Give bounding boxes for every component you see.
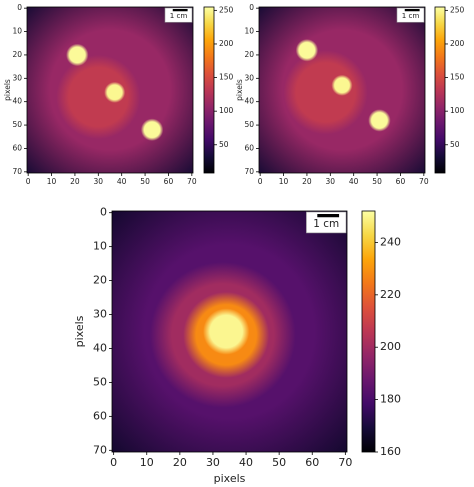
colorbar-tick-label: 180 xyxy=(380,393,401,406)
colorbar-tick-label: 250 xyxy=(219,5,234,14)
colorbar-tick-label: 150 xyxy=(219,73,234,82)
x-tick-label: 20 xyxy=(70,177,80,186)
axes-frame xyxy=(258,6,426,174)
x-tick-label: 60 xyxy=(164,177,174,186)
x-tick-label: 70 xyxy=(419,177,429,186)
y-tick-label: 10 xyxy=(12,27,22,36)
scale-bar-label: 1 cm xyxy=(402,11,420,20)
colorbar-tick-label: 100 xyxy=(450,106,465,115)
colorbar-tick-label: 200 xyxy=(450,39,465,48)
y-axis-label: pixels xyxy=(73,315,86,347)
x-tick-label: 50 xyxy=(272,456,286,469)
spot xyxy=(104,81,126,103)
colorbar xyxy=(361,210,376,453)
y-tick-label: 40 xyxy=(244,97,254,106)
y-tick-label: 10 xyxy=(244,27,254,36)
x-tick-label: 50 xyxy=(372,177,382,186)
colorbar-tick-label: 250 xyxy=(450,5,465,14)
x-tick-label: 10 xyxy=(47,177,57,186)
y-tick-label: 20 xyxy=(244,50,254,59)
colorbar-tick-label: 240 xyxy=(380,235,401,248)
x-tick-label: 0 xyxy=(26,177,31,186)
y-tick-label: 50 xyxy=(93,375,107,388)
y-tick-label: 70 xyxy=(244,167,254,176)
x-tick-label: 60 xyxy=(396,177,406,186)
x-tick-label: 20 xyxy=(302,177,312,186)
x-tick-label: 30 xyxy=(94,177,104,186)
x-tick-label: 60 xyxy=(305,456,319,469)
y-tick-label: 50 xyxy=(12,120,22,129)
y-axis-label: pixels xyxy=(3,79,12,101)
x-axis-label: pixels xyxy=(214,472,246,485)
spot xyxy=(140,118,164,141)
x-tick-label: 20 xyxy=(173,456,187,469)
colorbar xyxy=(203,6,215,174)
y-tick-label: 50 xyxy=(244,120,254,129)
y-tick-label: 0 xyxy=(17,3,22,12)
y-tick-label: 70 xyxy=(93,443,107,456)
spot xyxy=(283,50,368,135)
y-tick-label: 20 xyxy=(12,50,22,59)
colorbar-tick-label: 200 xyxy=(219,39,234,48)
axes-frame xyxy=(111,210,348,453)
y-tick-label: 60 xyxy=(12,143,22,152)
spot xyxy=(66,43,89,67)
x-tick-label: 40 xyxy=(117,177,127,186)
scale-bar-label: 1 cm xyxy=(170,11,188,20)
scale-bar-box xyxy=(396,7,425,23)
colorbar-tick-label: 50 xyxy=(219,140,229,149)
axes-frame xyxy=(26,6,194,174)
x-tick-label: 70 xyxy=(338,456,352,469)
colorbar-tick-label: 150 xyxy=(450,73,465,82)
spot xyxy=(56,54,141,140)
y-tick-label: 60 xyxy=(244,143,254,152)
y-axis-label: pixels xyxy=(235,79,244,101)
spot xyxy=(295,39,319,62)
scale-bar-label: 1 cm xyxy=(313,218,339,230)
colorbar-tick-label: 200 xyxy=(380,340,401,353)
y-tick-label: 30 xyxy=(93,308,107,321)
heatmap-image xyxy=(259,7,425,173)
x-tick-label: 10 xyxy=(140,456,154,469)
colorbar-tick-label: 100 xyxy=(219,106,234,115)
y-tick-label: 60 xyxy=(93,409,107,422)
y-tick-label: 0 xyxy=(100,206,107,219)
colorbar xyxy=(434,6,446,174)
colorbar-tick-label: 220 xyxy=(380,288,401,301)
colorbar-tick-label: 160 xyxy=(380,445,401,458)
scale-bar-box xyxy=(164,7,193,23)
y-tick-label: 0 xyxy=(249,3,254,12)
x-tick-label: 30 xyxy=(326,177,336,186)
x-tick-label: 10 xyxy=(279,177,289,186)
y-tick-label: 20 xyxy=(93,274,107,287)
y-tick-label: 70 xyxy=(12,167,22,176)
spot xyxy=(331,74,353,96)
x-tick-label: 30 xyxy=(206,456,220,469)
x-tick-label: 0 xyxy=(258,177,263,186)
x-tick-label: 40 xyxy=(239,456,253,469)
y-tick-label: 30 xyxy=(12,73,22,82)
heatmap-image xyxy=(27,7,193,173)
y-tick-label: 30 xyxy=(244,73,254,82)
x-tick-label: 0 xyxy=(110,456,117,469)
y-tick-label: 10 xyxy=(93,240,107,253)
spot xyxy=(368,109,391,132)
x-tick-label: 50 xyxy=(140,177,150,186)
x-tick-label: 70 xyxy=(187,177,197,186)
spot xyxy=(203,308,250,355)
y-tick-label: 40 xyxy=(12,97,22,106)
colorbar-tick-label: 50 xyxy=(450,140,460,149)
y-tick-label: 40 xyxy=(93,341,107,354)
x-tick-label: 40 xyxy=(349,177,359,186)
heatmap-image xyxy=(112,211,347,452)
